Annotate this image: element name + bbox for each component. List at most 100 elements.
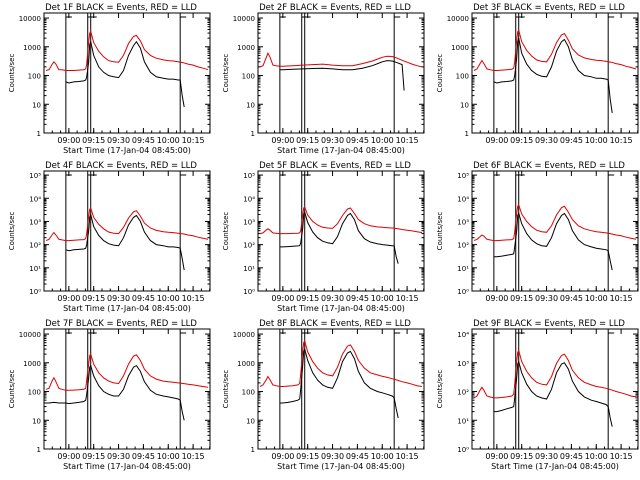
- lld-series-line: [473, 203, 637, 242]
- panel-det-3: Det 3F BLACK = Events, RED = LLD 1 10 100 10…: [436, 3, 639, 145]
- plot-frame: [257, 328, 425, 450]
- lld-series-line: [45, 352, 209, 391]
- x-tick-label: 10:00: [371, 452, 394, 461]
- y-tick-label: 10⁴: [457, 331, 469, 339]
- y-tick-label: 100: [456, 73, 469, 81]
- y-tick-label: 10: [32, 101, 41, 109]
- y-tick-label: 1000: [23, 360, 41, 368]
- y-tick-label: 1: [37, 446, 41, 454]
- x-tick-label: 10:15: [396, 136, 419, 145]
- x-tick-label: 09:45: [132, 136, 155, 145]
- x-tick-label: 10:15: [396, 452, 419, 461]
- x-tick-label: 10:00: [157, 294, 180, 303]
- y-tick-label: 10²: [29, 242, 41, 250]
- x-tick-label: 09:30: [535, 452, 558, 461]
- y-tick-label: 100: [242, 389, 255, 397]
- y-tick-label: 10⁰: [29, 288, 41, 296]
- events-series-line: [46, 364, 185, 421]
- panel-det-6: Det 6F BLACK = Events, RED = LLD 10⁰ 10¹ 10…: [436, 161, 639, 303]
- x-tick-label: 09:00: [271, 136, 294, 145]
- y-axis-label: Counts/sec: [436, 54, 444, 93]
- x-tick-label: 09:00: [57, 294, 80, 303]
- y-tick-label: 1: [37, 130, 41, 138]
- x-tick-label: 09:15: [510, 294, 533, 303]
- y-tick-label: 10¹: [457, 417, 469, 425]
- y-tick-label: 10⁰: [457, 288, 469, 296]
- lld-series-line: [473, 348, 637, 399]
- panel-title: Det 7F BLACK = Events, RED = LLD: [45, 319, 197, 329]
- y-tick-label: 10000: [233, 331, 255, 339]
- x-tick-label: 09:45: [346, 136, 369, 145]
- x-tick-label: 09:15: [296, 136, 319, 145]
- panel-title: Det 9F BLACK = Events, RED = LLD: [473, 319, 625, 329]
- y-tick-label: 10³: [457, 218, 469, 226]
- x-axis-label: Start Time (17-Jan-04 08:45:00): [63, 146, 191, 155]
- y-tick-label: 10⁴: [243, 195, 255, 203]
- y-tick-label: 1: [251, 130, 255, 138]
- y-tick-label: 1000: [237, 44, 255, 52]
- y-tick-label: 10²: [243, 242, 255, 250]
- panel-det-4: Det 4F BLACK = Events, RED = LLD 10⁰ 10¹ 10…: [8, 161, 211, 313]
- lld-series-line: [259, 339, 423, 387]
- y-axis-label: Counts/sec: [222, 212, 230, 251]
- x-tick-label: 09:30: [321, 452, 344, 461]
- plot-frame: [471, 12, 639, 134]
- y-tick-label: 10¹: [457, 265, 469, 273]
- x-tick-label: 10:00: [157, 136, 180, 145]
- y-tick-label: 10³: [29, 218, 41, 226]
- lld-series-line: [45, 29, 209, 71]
- y-axis-label: Counts/sec: [222, 370, 230, 409]
- x-tick-label: 09:45: [346, 452, 369, 461]
- panel-title: Det 4F BLACK = Events, RED = LLD: [45, 161, 197, 171]
- x-tick-label: 09:00: [485, 136, 508, 145]
- events-series-line: [279, 347, 399, 419]
- y-tick-label: 10⁵: [457, 172, 469, 180]
- y-tick-label: 100: [28, 389, 41, 397]
- plot-frame: [257, 12, 425, 134]
- y-tick-label: 10⁴: [29, 195, 41, 203]
- panel-det-9: Det 9F BLACK = Events, RED = LLD 10⁰ 10¹ 10…: [436, 319, 639, 471]
- panel-title: Det 5F BLACK = Events, RED = LLD: [259, 161, 411, 171]
- y-tick-label: 10: [246, 101, 255, 109]
- events-series-line: [279, 210, 399, 264]
- panel-title: Det 8F BLACK = Events, RED = LLD: [259, 319, 411, 329]
- x-tick-label: 10:15: [610, 452, 633, 461]
- events-series-line: [493, 360, 613, 427]
- x-tick-label: 09:00: [271, 294, 294, 303]
- x-tick-label: 09:00: [57, 452, 80, 461]
- y-tick-label: 10000: [233, 15, 255, 23]
- y-tick-label: 10: [32, 417, 41, 425]
- events-series-line: [279, 60, 405, 91]
- x-tick-label: 09:30: [535, 136, 558, 145]
- x-axis-label: Start Time (17-Jan-04 08:45:00): [63, 304, 191, 313]
- y-tick-label: 10¹: [29, 265, 41, 273]
- x-tick-label: 09:45: [560, 452, 583, 461]
- events-series-line: [493, 37, 613, 113]
- x-tick-label: 10:00: [371, 294, 394, 303]
- x-tick-label: 09:45: [560, 294, 583, 303]
- plot-frame: [471, 328, 639, 450]
- x-tick-label: 10:15: [182, 294, 205, 303]
- plot-frame: [471, 170, 639, 292]
- panel-title: Det 3F BLACK = Events, RED = LLD: [473, 3, 625, 13]
- x-tick-label: 09:15: [510, 452, 533, 461]
- y-tick-label: 1000: [23, 44, 41, 52]
- y-axis-label: Counts/sec: [8, 212, 16, 251]
- x-tick-label: 10:15: [182, 136, 205, 145]
- x-axis-label: Start Time (17-Jan-04 08:45:00): [491, 462, 619, 471]
- x-tick-label: 09:00: [485, 452, 508, 461]
- y-tick-label: 100: [242, 73, 255, 81]
- y-tick-label: 10: [246, 417, 255, 425]
- y-tick-label: 10¹: [243, 265, 255, 273]
- x-tick-label: 09:30: [107, 452, 130, 461]
- y-tick-label: 10⁰: [457, 446, 469, 454]
- x-tick-label: 09:15: [82, 136, 105, 145]
- panel-title: Det 1F BLACK = Events, RED = LLD: [45, 3, 197, 13]
- panel-det-2: Det 2F BLACK = Events, RED = LLD 1 10 100 10…: [222, 3, 425, 155]
- x-axis-label: Start Time (17-Jan-04 08:45:00): [277, 146, 405, 155]
- x-tick-label: 09:00: [485, 294, 508, 303]
- plot-frame: [43, 12, 211, 134]
- panel-det-7: Det 7F BLACK = Events, RED = LLD 1 10 100 10…: [8, 319, 211, 471]
- y-tick-label: 10: [460, 101, 469, 109]
